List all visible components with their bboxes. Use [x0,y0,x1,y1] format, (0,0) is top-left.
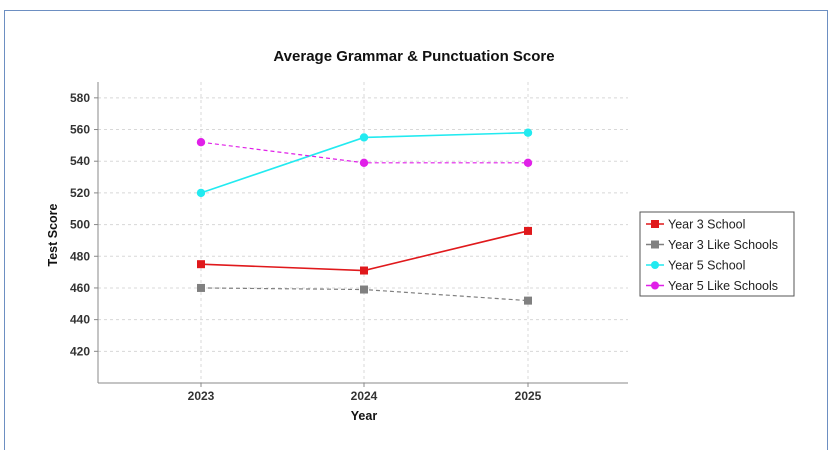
x-axis-label: Year [351,409,378,423]
y-tick-label: 460 [70,281,90,295]
legend-swatch-marker [651,261,659,269]
legend-label: Year 5 School [668,259,745,273]
y-tick-label: 500 [70,218,90,232]
legend-swatch-marker [651,240,659,249]
series-group [196,128,533,305]
legend: Year 3 School Year 3 Like Schools Year 5 S… [639,211,795,297]
data-point [196,188,206,198]
data-point [197,283,205,292]
y-tick-label: 440 [70,313,90,327]
data-point [523,128,533,137]
data-point [523,158,533,167]
y-tick-label: 420 [70,344,90,358]
axes [94,82,628,387]
series-year-3-school [197,226,532,275]
legend-label: Year 3 Like Schools [668,238,778,252]
legend-label: Year 3 School [668,218,745,232]
data-point [359,133,369,142]
y-ticks: 420 440 460 480 500 520 540 560 580 [70,91,90,358]
y-axis-label: Test Score [46,203,60,266]
series-year-5-school [196,128,533,198]
data-point [524,226,532,235]
y-tick-label: 540 [70,154,90,168]
y-tick-label: 520 [70,186,90,200]
data-point [360,266,368,275]
data-point [197,260,205,269]
chart-title: Average Grammar & Punctuation Score [273,48,554,65]
y-tick-label: 580 [70,91,90,105]
legend-swatch-marker [651,220,659,228]
series-year-3-like-schools [197,283,532,305]
x-tick-label: 2024 [351,389,378,403]
data-point [196,138,206,147]
legend-swatch-marker [651,281,659,290]
legend-box [639,211,795,297]
x-ticks: 2023 2024 2025 [188,389,542,403]
data-point [524,296,532,305]
x-tick-label: 2025 [515,389,542,403]
y-tick-label: 480 [70,249,90,263]
data-point [360,285,368,294]
legend-label: Year 5 Like Schools [668,279,778,293]
x-tick-label: 2023 [188,389,215,403]
series-year-5-like-schools [196,138,533,167]
y-tick-label: 560 [70,123,90,137]
grid [98,82,628,383]
data-point [359,158,369,167]
